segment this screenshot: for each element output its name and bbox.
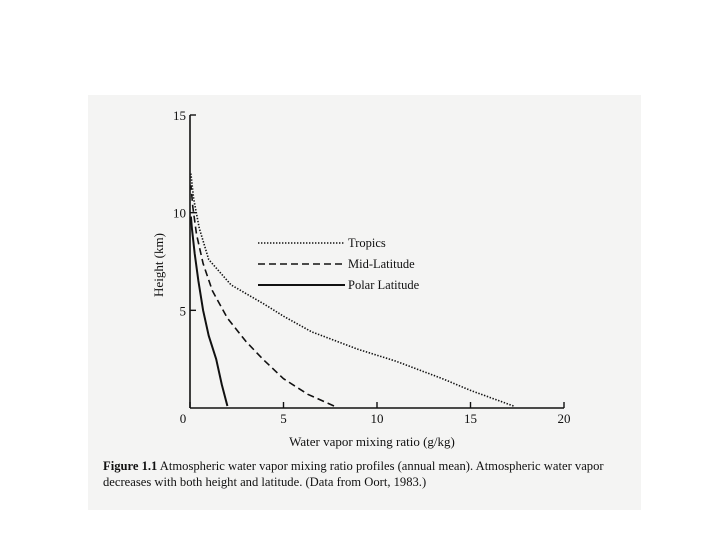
figure-caption-text: Atmospheric water vapor mixing ratio pro… <box>103 459 604 489</box>
series-line-tropics <box>190 173 514 407</box>
axes: 0 5 10 15 20 5 10 15 <box>173 108 571 426</box>
y-tick-label: 10 <box>173 206 186 221</box>
x-tick-label: 20 <box>558 411 571 426</box>
x-axis-label: Water vapor mixing ratio (g/kg) <box>289 434 455 449</box>
series-line-mid-latitude <box>190 185 335 407</box>
series-layer <box>189 173 514 407</box>
legend: Tropics Mid-Latitude Polar Latitude <box>258 236 420 292</box>
y-tick-label: 15 <box>173 108 186 123</box>
legend-label-mid-latitude: Mid-Latitude <box>348 257 415 271</box>
x-tick-label: 15 <box>464 411 477 426</box>
figure-caption: Figure 1.1 Atmospheric water vapor mixin… <box>103 458 623 490</box>
figure-caption-label: Figure 1.1 <box>103 459 158 473</box>
x-tick-label: 0 <box>180 411 187 426</box>
legend-label-tropics: Tropics <box>348 236 386 250</box>
y-axis-label: Height (km) <box>151 233 166 297</box>
x-tick-label: 10 <box>371 411 384 426</box>
legend-label-polar-latitude: Polar Latitude <box>348 278 420 292</box>
scanned-figure <box>88 95 641 510</box>
x-tick-label: 5 <box>280 411 287 426</box>
y-tick-label: 5 <box>180 303 187 318</box>
series-line-polar-latitude <box>189 216 229 407</box>
